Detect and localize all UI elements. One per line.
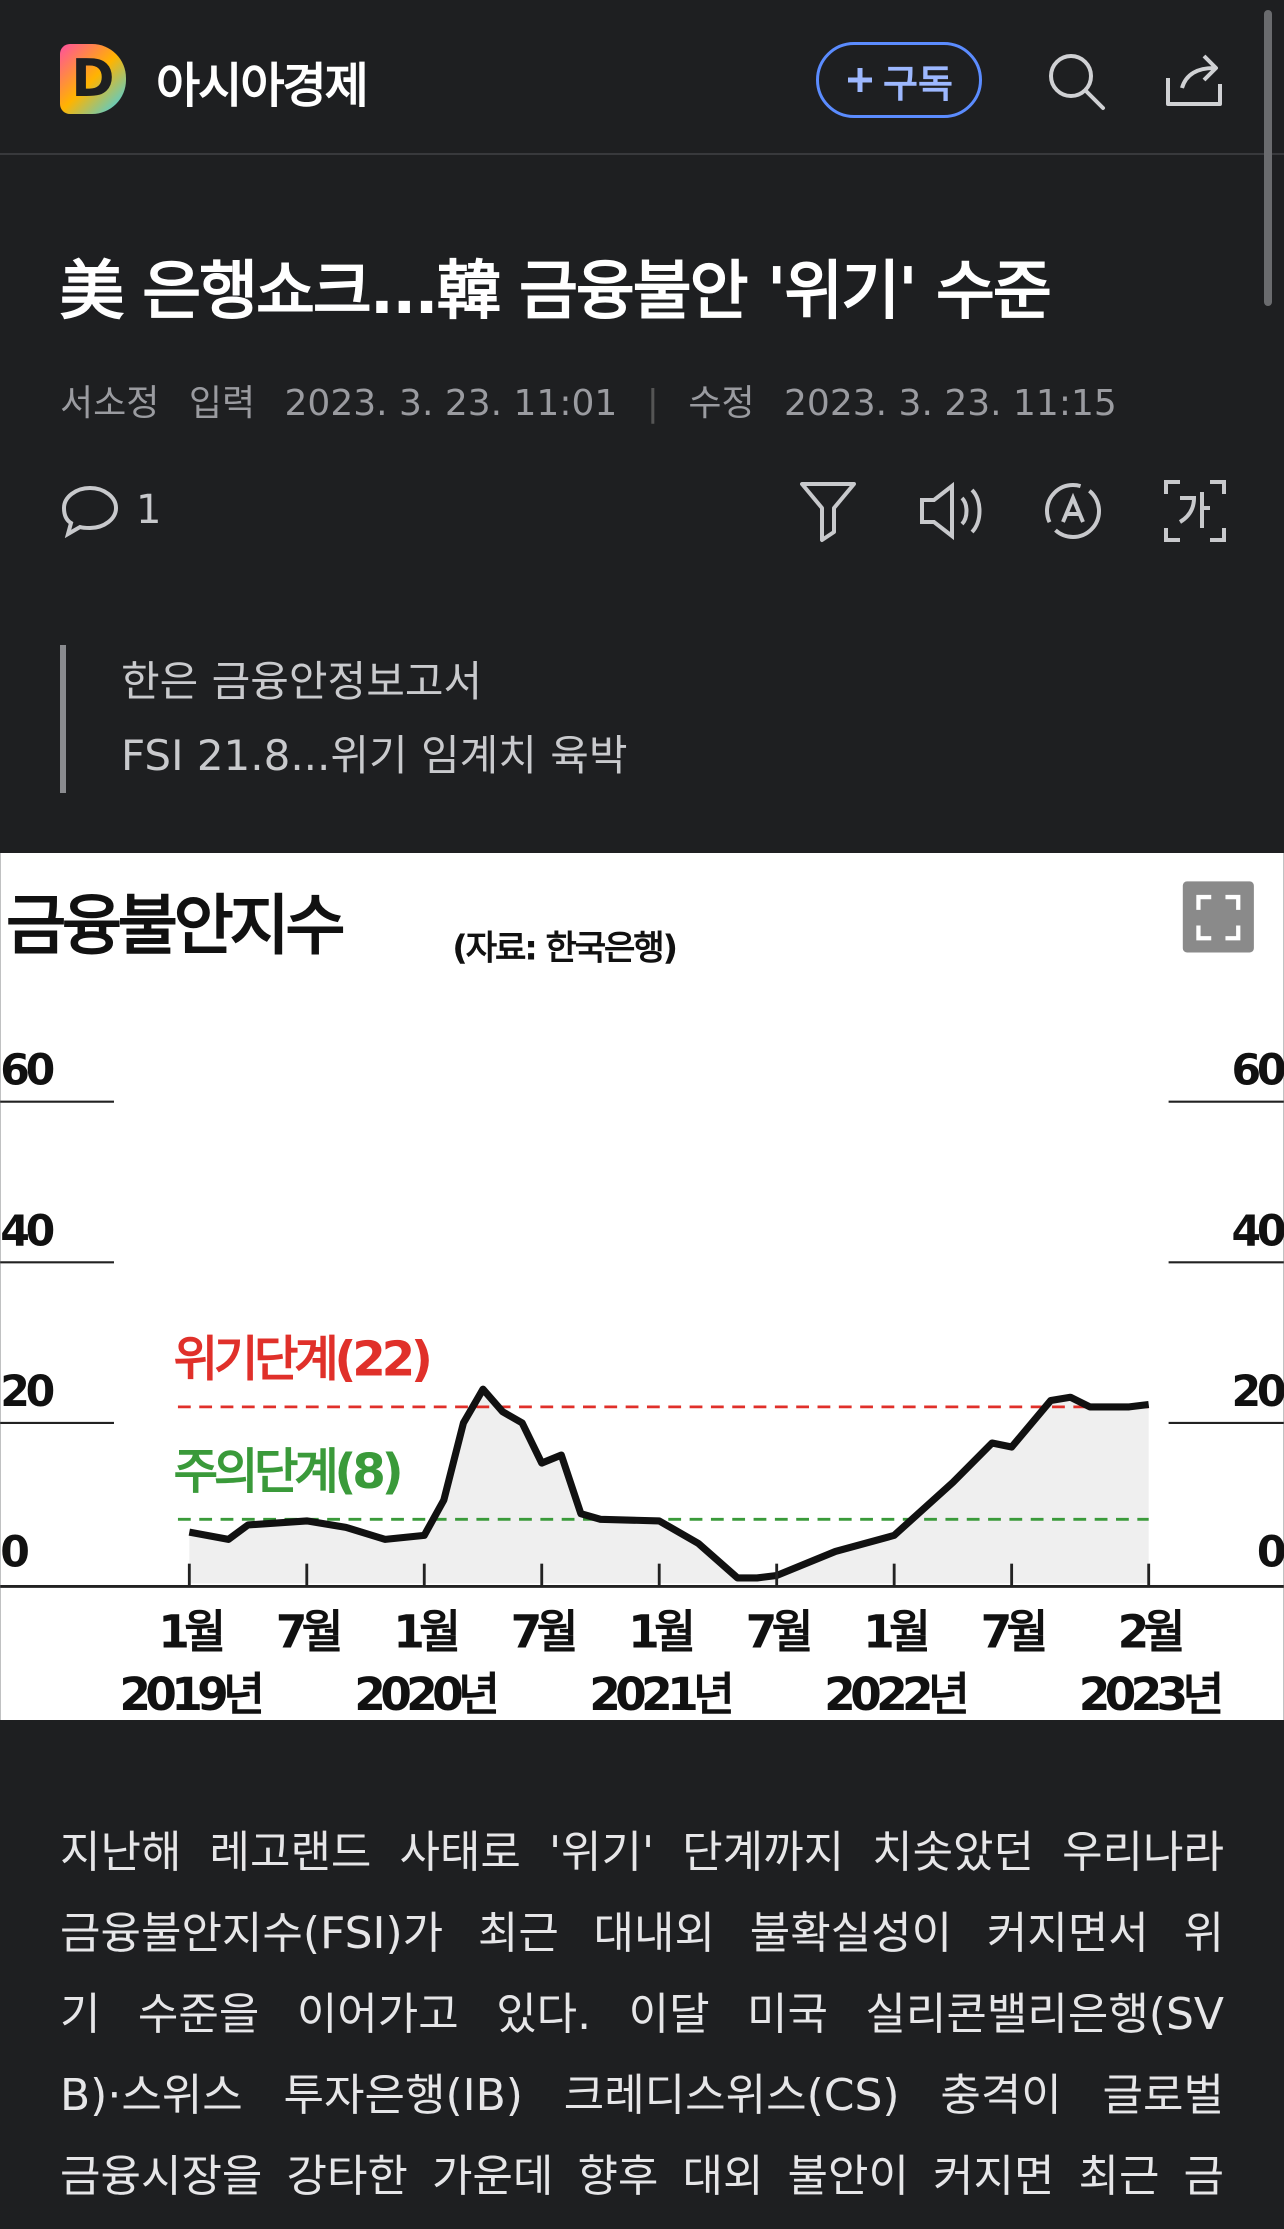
published-date: 2023. 3. 23. 11:01 bbox=[284, 383, 618, 424]
x-tick-year: 2023년 bbox=[1079, 1668, 1221, 1720]
article-subtitle: 한은 금융안정보고서 FSI 21.8...위기 임계치 육박 bbox=[60, 645, 628, 793]
article-title: 美 은행쇼크...韓 금융불안 '위기' 수준 bbox=[60, 255, 1052, 329]
x-tick-year: 2019년 bbox=[119, 1668, 261, 1720]
body-line: 금융불안지수(FSI)가 최근 대내외 불확실성이 커지면서 위 bbox=[60, 1908, 1224, 1959]
logo[interactable]: D bbox=[60, 44, 126, 114]
x-tick-label: 2월 bbox=[1118, 1606, 1182, 1659]
separator: | bbox=[646, 383, 659, 424]
x-tick-label: 1월 bbox=[628, 1606, 692, 1659]
article-meta: 서소정 입력 2023. 3. 23. 11:01 | 수정 2023. 3. … bbox=[60, 374, 1135, 426]
area bbox=[189, 1389, 1149, 1584]
subscribe-label: 구독 bbox=[883, 61, 953, 106]
filter-button[interactable] bbox=[800, 482, 856, 542]
x-tick-label: 7월 bbox=[981, 1606, 1045, 1659]
y-tick-label: 60 bbox=[0, 1046, 53, 1096]
comment-button[interactable]: 1 bbox=[60, 482, 161, 538]
x-tick-label: 1월 bbox=[863, 1606, 927, 1659]
subtitle-line: 한은 금융안정보고서 bbox=[121, 657, 483, 706]
chart-background bbox=[0, 853, 1284, 1720]
audio-button[interactable] bbox=[920, 481, 982, 541]
y-tick-label: 20 bbox=[1232, 1367, 1284, 1417]
body-line: 지난해 레고랜드 사태로 '위기' 단계까지 치솟았던 우리나라 bbox=[60, 1827, 1224, 1878]
author: 서소정 bbox=[60, 383, 160, 424]
x-tick-label: 7월 bbox=[511, 1606, 575, 1659]
header-bar: D 아시아경제 구독 bbox=[0, 0, 1284, 155]
chart-title: 금융불안지수 bbox=[6, 888, 343, 964]
x-tick-year: 2021년 bbox=[589, 1668, 731, 1720]
toolbar bbox=[800, 480, 1226, 542]
x-tick-year: 2020년 bbox=[354, 1668, 496, 1720]
font-size-button[interactable] bbox=[1164, 480, 1226, 542]
y-tick-label: 60 bbox=[1232, 1046, 1284, 1096]
search-button[interactable] bbox=[1045, 50, 1109, 114]
y-tick-label: 40 bbox=[0, 1206, 53, 1256]
translate-button[interactable] bbox=[1045, 483, 1101, 539]
comment-icon bbox=[61, 485, 119, 538]
modified-label: 수정 bbox=[688, 383, 755, 424]
y-tick-label: 20 bbox=[0, 1367, 53, 1417]
expand-button[interactable] bbox=[1182, 881, 1254, 953]
plot-area: 0 0 20 20 40 40 60 60 위기단계(22) 주의단계(8) 1월 2019년 7월 1월… bbox=[0, 1046, 1284, 1720]
site-name[interactable]: 아시아경제 bbox=[156, 58, 369, 114]
x-tick-label: 1월 bbox=[158, 1606, 222, 1659]
published-label: 입력 bbox=[188, 383, 256, 424]
x-tick-label: 7월 bbox=[746, 1606, 810, 1659]
chart: 금융불안지수 (자료: 한국은행) 0 0 20 20 40 40 60 60 위기단계(22)… bbox=[0, 853, 1284, 1720]
line bbox=[188, 1385, 1150, 1582]
y-tick-label: 40 bbox=[1232, 1206, 1284, 1256]
y-tick-label: 0 bbox=[1257, 1527, 1284, 1577]
x-tick-label: 7월 bbox=[276, 1606, 340, 1659]
subtitle-line: FSI 21.8...위기 임계치 육박 bbox=[121, 731, 628, 780]
y-tick-label: 0 bbox=[0, 1527, 28, 1577]
body-line: B)·스위스 투자은행(IB) 크레디스위스(CS) 충격이 글로벌 bbox=[60, 2070, 1224, 2121]
x-tick-year: 2022년 bbox=[824, 1668, 966, 1720]
body-line: 기 수준을 이어가고 있다. 이달 미국 실리콘밸리은행(SV bbox=[60, 1989, 1224, 2040]
x-tick-label: 1월 bbox=[393, 1606, 457, 1659]
reference-label: 주의단계(8) bbox=[174, 1444, 400, 1500]
comment-count: 1 bbox=[136, 487, 162, 533]
plus-icon bbox=[848, 68, 873, 92]
subscribe-button[interactable]: 구독 bbox=[816, 42, 982, 118]
share-button[interactable] bbox=[1162, 48, 1226, 112]
chart-source: (자료: 한국은행) bbox=[452, 929, 676, 969]
modified-date: 2023. 3. 23. 11:15 bbox=[784, 383, 1117, 424]
reference-label: 위기단계(22) bbox=[174, 1332, 429, 1388]
body-line: 금융시장을 강타한 가운데 향후 대외 불안이 커지면 최근 금 bbox=[60, 2151, 1224, 2202]
scrollbar[interactable] bbox=[1264, 10, 1272, 306]
